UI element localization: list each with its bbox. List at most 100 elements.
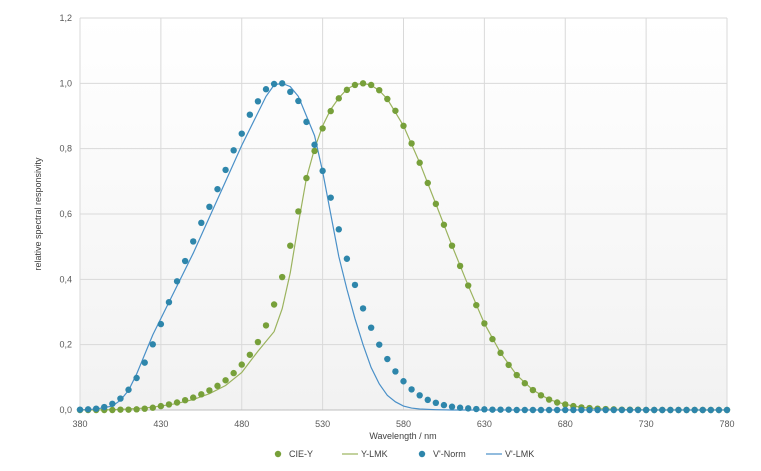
data-point [440,401,448,409]
data-point [270,80,278,88]
data-point [125,386,132,393]
data-point [456,404,464,411]
data-point [505,361,512,369]
data-point [553,406,561,414]
x-axis-title: Wavelength / nm [369,431,436,441]
x-tick-label: 630 [477,419,492,429]
data-point [481,406,488,413]
data-point [384,355,391,363]
data-point [165,299,173,306]
x-tick-label: 680 [558,419,573,429]
data-point [335,95,342,102]
data-point [84,406,92,413]
data-point [465,405,472,412]
data-point [149,404,156,411]
data-point [562,401,569,408]
data-point [141,359,148,366]
data-point [400,122,407,129]
data-point [117,406,124,413]
legend-label: Y-LMK [361,449,388,459]
data-point [481,320,488,327]
data-point [319,167,326,175]
data-point [295,208,302,215]
data-point [610,406,617,414]
x-tick-label: 530 [315,419,330,429]
data-point [489,335,496,343]
data-point [181,397,189,404]
x-tick-label: 730 [639,419,654,429]
data-point [715,406,723,414]
data-point [278,80,286,87]
data-point [303,118,310,126]
y-tick-label: 0,0 [59,405,72,415]
data-point [513,406,520,414]
data-point [190,238,197,245]
data-point [432,399,440,407]
data-point [287,88,294,96]
data-point [659,406,666,414]
data-point [562,406,569,414]
data-point [497,406,504,413]
data-point [230,147,237,154]
data-point [529,406,537,414]
data-point [440,221,448,228]
legend-item: V'-LMK [486,449,534,459]
data-point [465,282,472,289]
data-point [262,322,270,329]
legend-item: CIE-Y [274,449,313,459]
data-point [367,324,375,331]
data-point [699,406,706,414]
data-point [109,400,116,407]
data-point [683,406,690,414]
data-point [254,98,262,105]
data-point [206,387,213,394]
data-point [489,406,496,413]
data-point [424,396,431,404]
data-point [141,405,148,412]
data-point [545,396,553,403]
legend-item: Y-LMK [342,449,388,459]
data-point [149,341,156,348]
data-point [303,174,310,182]
data-point [376,86,383,94]
data-point [270,301,278,308]
legend-label: CIE-Y [289,449,313,459]
data-point [287,242,294,249]
data-point [190,394,197,401]
data-point [319,125,326,132]
legend-marker [418,450,426,458]
data-point [432,200,440,208]
y-tick-label: 0,4 [59,274,72,284]
data-point [651,406,658,414]
data-point [311,147,318,155]
data-point [327,194,334,201]
data-point [408,140,415,147]
data-point [642,406,650,414]
data-point [133,374,140,382]
data-point [230,369,237,377]
data-point [198,219,205,227]
data-point [238,361,245,368]
series-markers-v-norm [76,80,731,414]
data-point [238,130,245,137]
x-tick-label: 480 [234,419,249,429]
y-tick-label: 0,2 [59,340,72,350]
x-tick-label: 430 [153,419,168,429]
data-point [173,278,181,285]
data-point [553,399,561,406]
data-point [416,159,423,166]
data-point [278,273,286,281]
data-point [448,403,456,410]
data-point [246,111,254,118]
y-tick-label: 0,6 [59,209,72,219]
data-point [497,349,504,357]
data-point [222,166,229,174]
data-point [723,406,731,414]
data-point [456,262,464,270]
data-point [594,406,601,414]
data-point [246,351,254,358]
tick-labels: 380 430 480 530 580 630 680 730 780 0,0 0,2 0,4 0,6 0… [59,13,734,429]
data-point [311,141,318,148]
data-point [327,107,334,115]
